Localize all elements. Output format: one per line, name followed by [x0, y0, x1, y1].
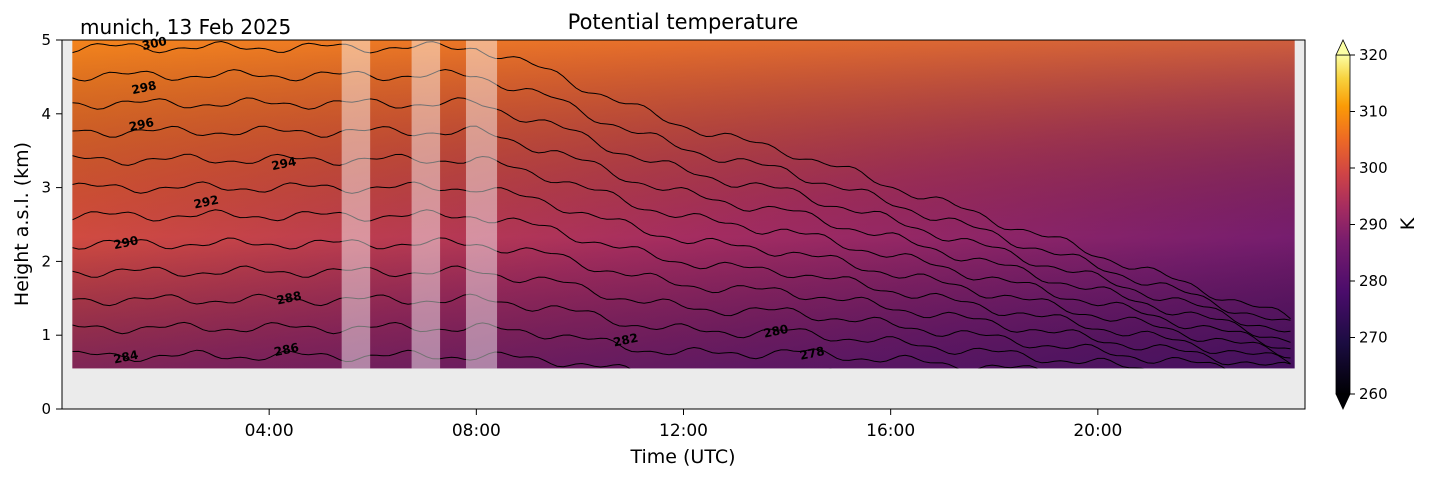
contour-line: [72, 40, 1291, 320]
x-tick-label: 16:00: [866, 421, 915, 441]
contour-label: 286: [273, 340, 300, 359]
contour-line: [72, 125, 1291, 343]
colorbar-scale: [1335, 54, 1351, 395]
temperature-field-shading: [72, 40, 1295, 369]
x-axis-label: Time (UTC): [629, 446, 735, 468]
contour-line: [72, 181, 1291, 359]
colorbar-tick-label: 290: [1359, 216, 1388, 234]
colorbar-extend-max: [1335, 39, 1351, 56]
chart-subtitle: munich, 13 Feb 2025: [80, 15, 291, 39]
y-tick-label: 1: [41, 326, 51, 344]
colorbar-tick-label: 320: [1359, 46, 1388, 64]
chart-title: Potential temperature: [568, 10, 799, 34]
contour-line: [72, 209, 1291, 365]
contour-line: [72, 153, 1291, 350]
contour-label: 296: [128, 115, 155, 134]
contour-line: [72, 265, 1226, 369]
contour-line: [72, 321, 1038, 369]
colorbar-ticks: 260 270 280 290 300 310 320: [1350, 46, 1388, 403]
y-tick-label: 5: [41, 31, 51, 49]
colorbar-tick-label: 270: [1359, 329, 1388, 347]
y-axis-label: Height a.s.l. (km): [11, 142, 33, 306]
contour-label: 280: [762, 322, 789, 341]
contour-label: 292: [192, 193, 219, 212]
colorbar-tick-label: 310: [1359, 103, 1388, 121]
x-tick-label: 08:00: [452, 421, 501, 441]
colorbar-tick-label: 280: [1359, 272, 1388, 290]
contour-label: 300: [141, 34, 168, 53]
masked-periods: [341, 40, 498, 369]
y-axis: 0 1 2 3 4 5: [41, 31, 62, 418]
x-tick-label: 12:00: [659, 421, 708, 441]
colorbar-tick-label: 300: [1359, 159, 1388, 177]
contour-line: [72, 349, 832, 369]
colorbar-extend-min: [1335, 393, 1351, 410]
contour-line: [72, 237, 1291, 366]
contour-label: 288: [275, 289, 302, 308]
contour-label: 294: [270, 154, 297, 173]
colorbar: 260 270 280 290 300 310 320 K: [1335, 39, 1419, 410]
colorbar-tick-label: 260: [1359, 385, 1388, 403]
contour-labels: 300 298 296 294 292 290 288 286 284 282 280 278: [112, 34, 826, 367]
x-tick-label: 04:00: [245, 421, 294, 441]
y-tick-label: 4: [41, 105, 51, 123]
x-axis: 04:00 08:00 12:00 16:00 20:00: [245, 409, 1122, 441]
contour-label: 290: [112, 233, 139, 252]
y-tick-label: 3: [41, 179, 51, 197]
contour-label: 284: [112, 348, 139, 367]
masked-period: [465, 40, 498, 369]
contour-label: 282: [612, 331, 639, 350]
x-tick-label: 20:00: [1073, 421, 1122, 441]
contour-line: [72, 97, 1291, 333]
masked-period: [341, 40, 371, 369]
masked-period: [411, 40, 441, 369]
colorbar-label: K: [1397, 217, 1419, 230]
contour-line: [72, 68, 1291, 321]
contour-label: 278: [798, 344, 825, 363]
contour-line: [72, 293, 1145, 369]
contour-label: 298: [130, 78, 157, 97]
y-tick-label: 2: [41, 252, 51, 270]
contour-lines: [72, 40, 1291, 369]
y-tick-label: 0: [41, 400, 51, 418]
